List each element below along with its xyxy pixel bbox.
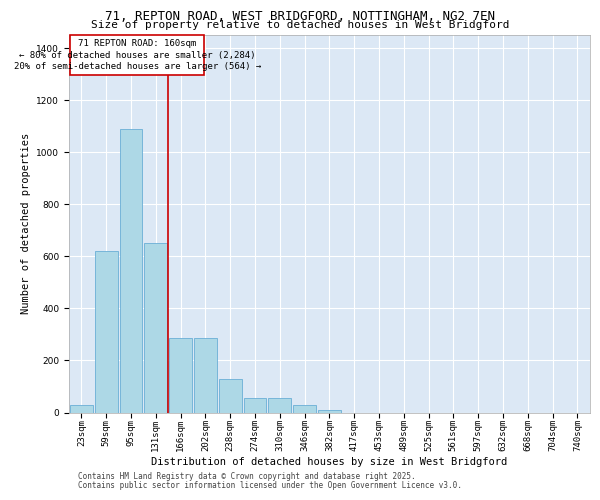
Bar [194, 338, 217, 412]
Bar [268, 398, 291, 412]
Text: Contains public sector information licensed under the Open Government Licence v3: Contains public sector information licen… [78, 481, 462, 490]
X-axis label: Distribution of detached houses by size in West Bridgford: Distribution of detached houses by size … [151, 456, 508, 466]
Bar [95, 251, 118, 412]
Y-axis label: Number of detached properties: Number of detached properties [21, 133, 31, 314]
Text: 71 REPTON ROAD: 160sqm
← 80% of detached houses are smaller (2,284)
20% of semi-: 71 REPTON ROAD: 160sqm ← 80% of detached… [14, 39, 261, 72]
Bar [219, 378, 242, 412]
Bar [244, 398, 266, 412]
FancyBboxPatch shape [70, 35, 204, 76]
Text: Size of property relative to detached houses in West Bridgford: Size of property relative to detached ho… [91, 20, 509, 30]
Bar [293, 404, 316, 412]
Bar [119, 128, 142, 412]
Text: Contains HM Land Registry data © Crown copyright and database right 2025.: Contains HM Land Registry data © Crown c… [78, 472, 416, 481]
Bar [169, 338, 192, 412]
Bar [145, 244, 167, 412]
Bar [70, 404, 93, 412]
Bar [318, 410, 341, 412]
Text: 71, REPTON ROAD, WEST BRIDGFORD, NOTTINGHAM, NG2 7EN: 71, REPTON ROAD, WEST BRIDGFORD, NOTTING… [105, 10, 495, 23]
